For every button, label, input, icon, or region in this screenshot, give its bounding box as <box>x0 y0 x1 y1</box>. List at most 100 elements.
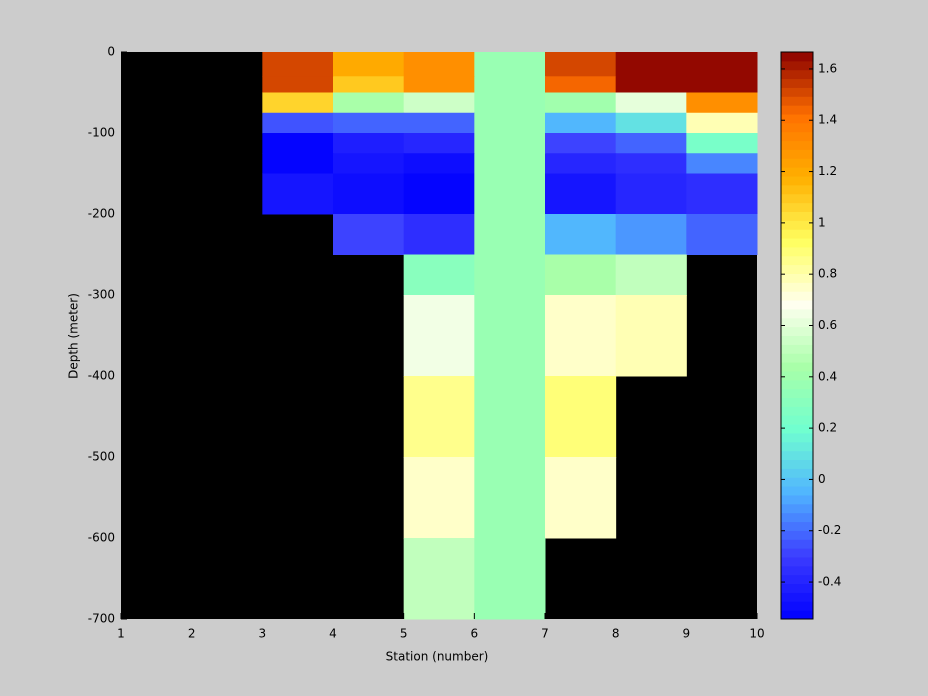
colorbar-swatch <box>781 317 813 328</box>
colorbar-swatch <box>781 530 813 540</box>
heatmap-cell <box>262 52 334 77</box>
heatmap-cell <box>474 76 546 93</box>
heatmap-cell <box>403 153 475 174</box>
colorbar-swatch <box>781 450 813 461</box>
heatmap-cell <box>615 153 687 174</box>
heatmap-cell <box>474 153 546 174</box>
colorbar-swatch <box>781 300 813 310</box>
heatmap-cell <box>474 254 546 296</box>
colorbar-swatch <box>781 60 813 71</box>
colorbar-swatch <box>781 308 813 319</box>
heatmap-cell <box>474 112 546 134</box>
colorbar-tick-label: 0.8 <box>818 267 837 281</box>
colorbar-swatch <box>781 583 813 593</box>
colorbar-swatch <box>781 370 813 381</box>
heatmap-cell <box>545 92 617 114</box>
colorbar-swatch <box>781 78 813 88</box>
x-tick-label: 7 <box>541 627 549 641</box>
heatmap-cell <box>403 295 475 377</box>
colorbar-swatch <box>781 246 813 257</box>
colorbar-swatch <box>781 202 813 212</box>
heatmap-cell <box>615 76 687 93</box>
heatmap-cell <box>615 254 687 296</box>
heatmap-cell <box>403 214 475 255</box>
heatmap-cell <box>262 173 334 215</box>
colorbar-swatch <box>781 193 813 204</box>
heatmap-cell <box>686 153 758 174</box>
heatmap-cell <box>474 173 546 215</box>
x-tick-label: 3 <box>259 627 267 641</box>
colorbar-swatch <box>781 255 813 266</box>
heatmap-cell <box>333 112 405 134</box>
colorbar-tick-label: -0.2 <box>818 523 841 537</box>
colorbar-swatch <box>781 441 813 452</box>
x-tick-label: 4 <box>329 627 337 641</box>
colorbar-swatch <box>781 539 813 549</box>
heatmap-cell <box>474 52 546 77</box>
colorbar-swatch <box>781 548 813 558</box>
heatmap-cell <box>262 133 334 154</box>
heatmap-cell <box>545 133 617 154</box>
heatmap-cell <box>686 173 758 215</box>
colorbar-swatch <box>781 610 813 620</box>
colorbar-swatch <box>781 424 813 434</box>
heatmap-cell <box>686 112 758 134</box>
heatmap-cell <box>333 214 405 255</box>
colorbar-swatch <box>781 344 813 354</box>
heatmap-cell <box>403 76 475 93</box>
x-tick-label: 10 <box>749 627 764 641</box>
colorbar-swatch <box>781 353 813 363</box>
x-tick-label: 2 <box>188 627 196 641</box>
y-tick-label: -300 <box>88 288 115 302</box>
colorbar-swatch <box>781 282 813 292</box>
colorbar-swatch <box>781 362 813 372</box>
y-tick-label: -200 <box>88 207 115 221</box>
heatmap-cell <box>403 173 475 215</box>
heatmap-cell <box>686 92 758 114</box>
colorbar-swatch <box>781 521 813 531</box>
colorbar-swatch <box>781 167 813 177</box>
colorbar-swatch <box>781 388 813 399</box>
heatmap-cell <box>545 295 617 377</box>
colorbar-swatch <box>781 335 813 345</box>
colorbar-swatch <box>781 176 813 186</box>
heatmap-cell <box>474 376 546 458</box>
colorbar-tick-label: 0.4 <box>818 369 837 383</box>
heatmap-cell <box>615 214 687 255</box>
colorbar-swatch <box>781 379 813 390</box>
heatmap-cell <box>615 295 687 377</box>
heatmap-cell <box>545 52 617 77</box>
colorbar-swatch <box>781 238 813 248</box>
colorbar-swatch <box>781 273 813 283</box>
colorbar-swatch <box>781 122 813 133</box>
heatmap-cell <box>403 376 475 458</box>
x-tick-label: 8 <box>612 627 620 641</box>
heatmap-cell <box>545 214 617 255</box>
colorbar-swatch <box>781 592 813 602</box>
colorbar-swatch <box>781 131 813 142</box>
heatmap-cell <box>545 153 617 174</box>
x-tick-label: 1 <box>117 627 125 641</box>
heatmap-cell <box>545 254 617 296</box>
colorbar-swatch <box>781 52 813 62</box>
heatmap-cell <box>403 52 475 77</box>
x-axis-label: Station (number) <box>386 650 489 664</box>
heatmap-cell <box>333 92 405 114</box>
colorbar-swatch <box>781 291 813 301</box>
heatmap-cell <box>474 92 546 114</box>
colorbar-swatch <box>781 264 813 274</box>
colorbar-swatch <box>781 158 813 168</box>
heatmap-cell <box>615 112 687 134</box>
colorbar-swatch <box>781 220 813 230</box>
colorbar-tick-label: 0.6 <box>818 318 837 332</box>
heatmap-cell <box>333 76 405 93</box>
heatmap-cell <box>474 214 546 255</box>
colorbar-swatch <box>781 477 813 487</box>
heatmap-cell <box>403 92 475 114</box>
colorbar-swatch <box>781 432 813 443</box>
heatmap-cell <box>615 173 687 215</box>
heatmap-cell <box>403 457 475 539</box>
heatmap-cell <box>686 214 758 255</box>
y-tick-label: -600 <box>88 531 115 545</box>
